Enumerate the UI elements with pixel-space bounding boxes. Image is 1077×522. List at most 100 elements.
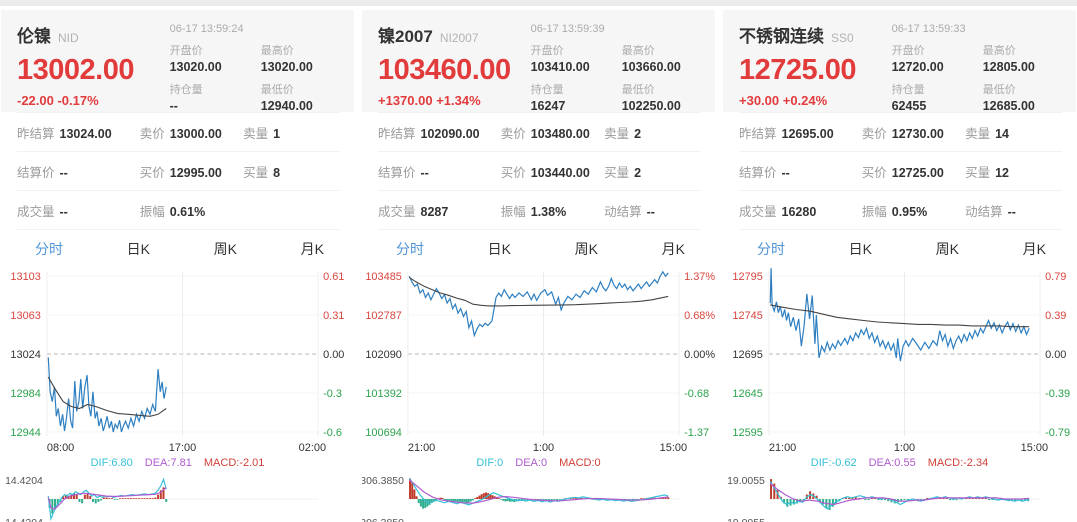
quote-timestamp: 06-17 13:59:33 [891, 23, 966, 35]
stats-row: 结算价 -- 买价 12725.00 买量 12 [739, 152, 1062, 191]
svg-text:-0.3: -0.3 [323, 388, 342, 400]
high-price-cell: 最高价 13020.00 [260, 45, 313, 74]
price-change: -22.00 -0.17% [17, 93, 99, 108]
macd-value: MACD:-2.34 [927, 457, 989, 469]
macd-chart[interactable]: 306.3850 306.3850 [360, 471, 715, 522]
quote-timestamp: 06-17 13:59:24 [169, 23, 244, 35]
tab-monthly-k[interactable]: 月K [300, 241, 324, 257]
instrument-code: NID [58, 31, 79, 45]
stats-table: 昨结算 12695.00 卖价 12730.00 卖量 14 结算价 -- 买价 1272… [723, 112, 1076, 230]
macd-chart-svg[interactable]: 19.0055 -19.0055 [723, 471, 1076, 522]
minute-chart[interactable]: 12795 12745 12695 12645 12595 0.79 0.39 0.00 -0.… [723, 266, 1076, 456]
svg-text:102090: 102090 [365, 349, 402, 361]
instrument-panel: 不锈钢连续 SS0 12725.00 +30.00 +0.24% 06-17 1… [723, 10, 1076, 522]
macd-indicator-labels: DIF:-0.62 DEA:0.55 MACD:-2.34 [723, 456, 1076, 471]
low-price-cell: 最低价 12685.00 [982, 84, 1035, 113]
instrument-code: SS0 [831, 31, 854, 45]
quote-header: 不锈钢连续 SS0 12725.00 +30.00 +0.24% 06-17 1… [723, 10, 1076, 113]
svg-text:0.31: 0.31 [323, 310, 344, 322]
svg-text:306.3850: 306.3850 [362, 518, 404, 522]
svg-text:103485: 103485 [365, 271, 402, 283]
panels-row: 伦镍 NID 13002.00 -22.00 -0.17% 06-17 13:5… [0, 6, 1077, 522]
quote-grid: 开盘价 103410.00 最高价 103660.00 持仓量 16247 最低… [531, 42, 701, 113]
dea-value: DEA:7.81 [144, 457, 192, 469]
stats-row: 结算价 -- 买价 103440.00 买量 2 [378, 152, 701, 191]
stats-row: 成交量 8287 振幅 1.38% 动结算 -- [378, 191, 701, 230]
svg-text:12944: 12944 [10, 427, 40, 439]
tab-daily-k[interactable]: 日K [848, 241, 872, 257]
stats-row: 成交量 -- 振幅 0.61% [17, 191, 340, 230]
svg-text:14.4204: 14.4204 [5, 476, 43, 487]
svg-text:13063: 13063 [10, 310, 40, 322]
quote-timestamp: 06-17 13:59:39 [530, 23, 605, 35]
tab-monthly-k[interactable]: 月K [1022, 241, 1046, 257]
instrument-name: 伦镍 [17, 27, 51, 46]
tab-weekly-k[interactable]: 周K [213, 241, 237, 257]
svg-text:1:00: 1:00 [533, 442, 554, 454]
stats-row: 结算价 -- 买价 12995.00 买量 8 [17, 152, 340, 191]
svg-text:19.0055: 19.0055 [727, 476, 765, 487]
last-price: 103460.00 [378, 54, 511, 86]
price-chart-svg[interactable]: 103485 102787 102090 101392 100694 1.37% 0.68%… [362, 266, 715, 456]
stats-table: 昨结算 13024.00 卖价 13000.00 卖量 1 结算价 -- 买价 12995… [1, 112, 354, 230]
tab-weekly-k[interactable]: 周K [574, 241, 598, 257]
instrument-panel: 伦镍 NID 13002.00 -22.00 -0.17% 06-17 13:5… [1, 10, 354, 522]
svg-text:12695: 12695 [732, 349, 762, 361]
svg-text:13024: 13024 [10, 349, 40, 361]
svg-text:21:00: 21:00 [769, 442, 796, 454]
svg-text:15:00: 15:00 [1021, 442, 1048, 454]
tab-minute[interactable]: 分时 [757, 241, 785, 257]
svg-text:12745: 12745 [732, 310, 762, 322]
stats-table: 昨结算 102090.00 卖价 103480.00 卖量 2 结算价 -- 买价 103… [362, 112, 715, 230]
macd-chart-svg[interactable]: 306.3850 306.3850 [360, 471, 715, 522]
svg-text:-14.4204: -14.4204 [2, 518, 43, 522]
low-price-cell: 最低价 12940.00 [260, 84, 313, 113]
dif-value: DIF:0 [476, 457, 504, 469]
svg-text:12595: 12595 [732, 427, 762, 439]
tab-weekly-k[interactable]: 周K [935, 241, 959, 257]
instrument-name: 不锈钢连续 [739, 27, 824, 46]
dea-value: DEA:0.55 [868, 457, 916, 469]
svg-text:100694: 100694 [365, 427, 402, 439]
svg-text:0.61: 0.61 [323, 271, 344, 283]
tab-daily-k[interactable]: 日K [487, 241, 511, 257]
minute-chart[interactable]: 13103 13063 13024 12984 12944 0.61 0.31 0.00 -0.… [1, 266, 354, 456]
tab-daily-k[interactable]: 日K [126, 241, 150, 257]
stats-row: 成交量 16280 振幅 0.95% 动结算 -- [739, 191, 1062, 230]
instrument-panel: 镍2007 NI2007 103460.00 +1370.00 +1.34% 0… [360, 10, 715, 522]
svg-text:-0.6: -0.6 [323, 427, 342, 439]
open-price-cell: 开盘价 12720.00 [891, 45, 944, 74]
svg-text:-0.39: -0.39 [1045, 388, 1070, 400]
svg-text:0.39: 0.39 [1045, 310, 1066, 322]
top-edge-strip [0, 0, 1077, 6]
svg-text:13103: 13103 [10, 271, 40, 283]
svg-text:-1.37: -1.37 [684, 427, 709, 439]
tab-minute[interactable]: 分时 [35, 241, 63, 257]
stats-row: 昨结算 12695.00 卖价 12730.00 卖量 14 [739, 112, 1062, 152]
svg-text:21:00: 21:00 [408, 442, 435, 454]
svg-text:-0.68: -0.68 [684, 388, 709, 400]
svg-text:15:00: 15:00 [660, 442, 687, 454]
macd-chart[interactable]: 14.4204 -14.4204 [1, 471, 354, 522]
svg-text:102787: 102787 [365, 310, 402, 322]
svg-text:-0.79: -0.79 [1045, 427, 1070, 439]
price-chart-svg[interactable]: 12795 12745 12695 12645 12595 0.79 0.39 0.00 -0.… [723, 266, 1076, 456]
macd-value: MACD:-2.01 [203, 457, 265, 469]
macd-indicator-labels: DIF:6.80 DEA:7.81 MACD:-2.01 [1, 456, 354, 471]
instrument-code: NI2007 [439, 31, 479, 45]
svg-text:0.00: 0.00 [323, 349, 344, 361]
tab-minute[interactable]: 分时 [396, 241, 424, 257]
stats-row: 昨结算 102090.00 卖价 103480.00 卖量 2 [378, 112, 701, 152]
macd-chart-svg[interactable]: 14.4204 -14.4204 [1, 471, 354, 522]
svg-text:08:00: 08:00 [47, 442, 74, 454]
svg-text:1.37%: 1.37% [684, 271, 715, 283]
minute-chart[interactable]: 103485 102787 102090 101392 100694 1.37% 0.68%… [362, 266, 715, 456]
high-price-cell: 最高价 12805.00 [982, 45, 1035, 74]
tab-monthly-k[interactable]: 月K [661, 241, 685, 257]
chart-period-tabs: 分时 日K 周K 月K [723, 230, 1076, 266]
last-price: 12725.00 [739, 54, 856, 86]
macd-chart[interactable]: 19.0055 -19.0055 [723, 471, 1076, 522]
price-chart-svg[interactable]: 13103 13063 13024 12984 12944 0.61 0.31 0.00 -0.… [1, 266, 354, 456]
svg-text:306.3850: 306.3850 [362, 476, 404, 487]
